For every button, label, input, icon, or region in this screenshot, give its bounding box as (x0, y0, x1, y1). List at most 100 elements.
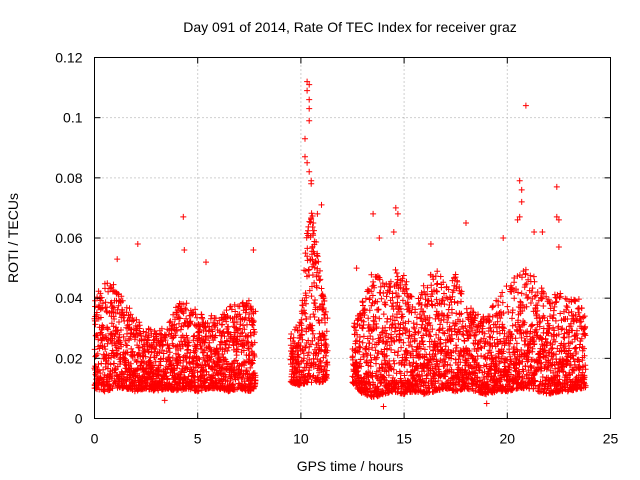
roti-point (142, 333, 149, 340)
roti-point (531, 229, 538, 235)
roti-point (138, 359, 145, 366)
roti-point (539, 229, 546, 235)
roti-point (126, 305, 133, 312)
roti-point (545, 296, 552, 303)
roti-point (116, 331, 123, 338)
roti-point (317, 276, 324, 283)
roti-point (552, 299, 559, 306)
roti-point (316, 277, 323, 284)
roti-point (167, 318, 174, 325)
roti-point (560, 334, 567, 341)
roti-point (98, 294, 105, 301)
roti-point (518, 186, 525, 193)
roti-point (108, 299, 115, 306)
roti-point (134, 241, 141, 247)
roti-point (166, 349, 173, 356)
roti-point (233, 352, 240, 359)
roti-point (370, 210, 377, 217)
y-tick-label: 0.1 (63, 110, 83, 126)
roti-point (110, 304, 117, 311)
roti-point (509, 315, 515, 322)
chart-title: Day 091 of 2014, Rate Of TEC Index for r… (183, 19, 517, 35)
roti-point (142, 353, 149, 360)
roti-point (103, 308, 110, 314)
y-tick-label: 0.06 (55, 230, 82, 246)
roti-point (306, 168, 313, 175)
roti-point (561, 334, 568, 341)
roti-point (369, 336, 376, 343)
roti-point (500, 235, 507, 241)
roti-point (380, 290, 387, 297)
roti-point (99, 305, 106, 312)
roti-point (434, 268, 441, 275)
roti-point (305, 349, 312, 356)
roti-point (121, 373, 127, 380)
x-tick-label: 10 (293, 431, 309, 447)
roti-point (507, 357, 514, 363)
roti-point (182, 305, 189, 312)
roti-point (116, 319, 122, 325)
roti-point (136, 349, 143, 356)
roti-point (303, 300, 309, 307)
roti-point (126, 321, 133, 328)
roti-point (180, 213, 187, 220)
roti-point (180, 301, 187, 308)
roti-point (183, 315, 190, 322)
roti-point (318, 201, 325, 208)
roti-point (105, 326, 111, 333)
roti-point (540, 303, 547, 309)
roti-point (375, 306, 382, 313)
roti-point (180, 310, 187, 317)
roti-point (553, 183, 560, 190)
roti-point (227, 303, 234, 310)
y-tick-label: 0.04 (55, 290, 82, 306)
roti-point (177, 315, 183, 322)
roti-point (99, 300, 106, 307)
roti-point (304, 159, 311, 166)
roti-point (247, 332, 254, 339)
roti-point (240, 322, 247, 329)
roti-point (353, 265, 360, 272)
roti-point (306, 105, 313, 112)
roti-point (513, 340, 520, 347)
roti-point (155, 372, 162, 379)
roti-point (92, 363, 99, 370)
roti-point (100, 366, 107, 373)
roti-point (366, 307, 373, 314)
roti-point (199, 315, 206, 322)
roti-point (312, 297, 318, 303)
roti-point (405, 342, 412, 349)
roti-point (219, 321, 226, 328)
roti-point (130, 317, 137, 324)
roti-point (530, 273, 537, 280)
roti-point (395, 348, 402, 355)
x-tick-label: 15 (396, 431, 412, 447)
roti-point (499, 289, 506, 296)
roti-point (176, 353, 183, 360)
roti-point (522, 102, 529, 109)
roti-point (511, 295, 518, 302)
roti-point (304, 87, 311, 94)
roti-point (390, 357, 397, 364)
roti-point (368, 302, 375, 309)
roti-point (392, 204, 399, 211)
roti-point (118, 293, 125, 300)
y-axis-label: ROTI / TECUs (5, 193, 21, 283)
roti-point (198, 346, 205, 353)
roti-point (524, 295, 531, 302)
roti-point (104, 304, 110, 311)
roti-point (108, 320, 115, 327)
roti-point (181, 319, 188, 326)
roti-point (124, 342, 131, 349)
roti-point (164, 375, 171, 382)
roti-point (518, 198, 525, 205)
roti-point (187, 318, 194, 325)
roti-point (400, 272, 407, 279)
roti-point (101, 343, 108, 350)
roti-point (112, 310, 119, 316)
roti-point (102, 346, 109, 353)
roti-point (183, 364, 190, 371)
roti-point (308, 180, 315, 187)
roti-point (250, 247, 257, 253)
